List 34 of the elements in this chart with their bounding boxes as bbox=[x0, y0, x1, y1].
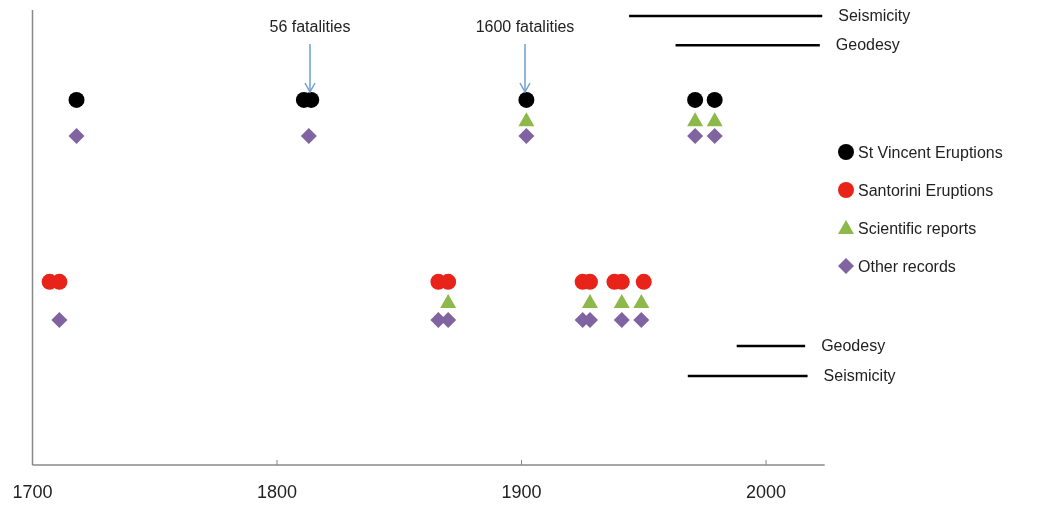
x-tick-label: 1700 bbox=[12, 482, 53, 502]
point bbox=[518, 91, 535, 108]
point bbox=[440, 294, 457, 309]
legend-label: St Vincent Eruptions bbox=[858, 144, 1003, 161]
point bbox=[706, 112, 723, 127]
point bbox=[68, 91, 85, 108]
point bbox=[300, 127, 317, 144]
point bbox=[51, 311, 68, 328]
series-label: Seismicity bbox=[838, 7, 911, 24]
point bbox=[518, 127, 535, 144]
point bbox=[581, 294, 598, 309]
point bbox=[518, 112, 535, 127]
x-tick-label: 1800 bbox=[256, 482, 298, 502]
point bbox=[613, 294, 630, 309]
annotation: 1600 fatalities bbox=[475, 18, 575, 35]
point bbox=[687, 127, 704, 144]
point bbox=[633, 294, 650, 309]
legend-label: Santorini Eruptions bbox=[858, 182, 994, 199]
annotation: 56 fatalities bbox=[269, 18, 351, 35]
x-tick-label: 1900 bbox=[501, 482, 542, 502]
x-tick-label: 2000 bbox=[746, 482, 787, 502]
point bbox=[68, 127, 85, 144]
series-label: Geodesy bbox=[821, 337, 886, 355]
point bbox=[613, 311, 630, 328]
point bbox=[687, 112, 704, 127]
legend-label: Scientific reports bbox=[858, 220, 977, 237]
point bbox=[633, 311, 650, 328]
point bbox=[706, 127, 723, 144]
series-label: Geodesy bbox=[835, 36, 900, 54]
point bbox=[635, 273, 652, 290]
point bbox=[687, 91, 704, 108]
point bbox=[706, 91, 723, 108]
series-label: Seismicity bbox=[823, 367, 896, 385]
legend-label: Other records bbox=[858, 258, 956, 275]
